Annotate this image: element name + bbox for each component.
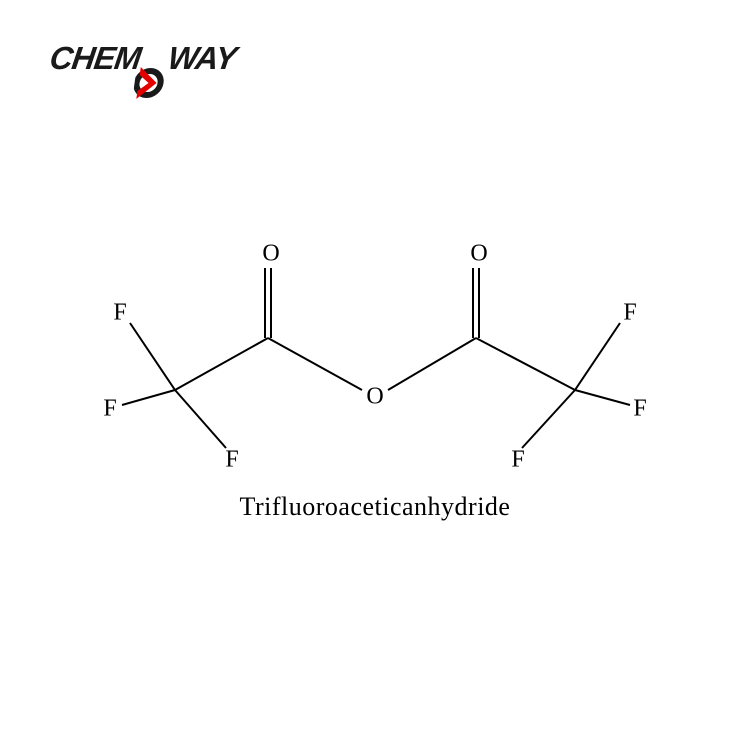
atom-label-F_ml: F — [98, 396, 122, 423]
molecule-structure: OOOFFFFFF — [110, 240, 640, 500]
atom-label-O_top_right: O — [467, 241, 491, 268]
compound-name-caption: Trifluoroaceticanhydride — [0, 492, 750, 522]
atom-label-O_top_left: O — [259, 241, 283, 268]
atom-label-F_tr: F — [618, 300, 642, 327]
atom-label-F_mr: F — [628, 396, 652, 423]
brand-logo: CHEM WAY — [47, 40, 238, 77]
atom-label-F_br: F — [506, 447, 530, 474]
atom-label-F_bl: F — [220, 447, 244, 474]
bond-lines — [110, 240, 640, 500]
atom-label-F_tl: F — [108, 300, 132, 327]
logo-text-part3: WAY — [166, 40, 239, 76]
logo-text-part1: CHEM — [48, 40, 143, 76]
atom-label-O_center: O — [363, 384, 387, 411]
